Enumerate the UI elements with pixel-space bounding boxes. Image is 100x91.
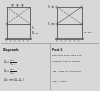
Bar <box>56 6 58 7</box>
Text: $N_{Ed,0} = N_{Ed,G}$: $N_{Ed,0} = N_{Ed,G}$ <box>52 80 69 85</box>
Text: $N_{pl,Rd,0}$: $N_{pl,Rd,0}$ <box>82 30 93 36</box>
Text: $F_1$: $F_1$ <box>47 3 51 11</box>
Text: $F_2$: $F_2$ <box>47 20 51 28</box>
Bar <box>56 23 58 25</box>
Bar <box>6 23 7 25</box>
Text: Resulting shear NEd and: Resulting shear NEd and <box>52 54 81 56</box>
Bar <box>81 23 82 25</box>
Text: adjacent post in charge:: adjacent post in charge: <box>52 61 81 62</box>
Text: $\Omega = \min(\Omega_1, \Omega_2)$: $\Omega = \min(\Omega_1, \Omega_2)$ <box>3 77 25 84</box>
Text: $N_{pl,Rd}$: $N_{pl,Rd}$ <box>31 29 40 36</box>
Text: Post 2: Post 2 <box>52 48 62 52</box>
Text: $\Omega_1 = \frac{N_{pl,1}}{N_{Ed,1}}$: $\Omega_1 = \frac{N_{pl,1}}{N_{Ed,1}}$ <box>3 57 16 68</box>
Text: $F_2$: $F_2$ <box>31 25 36 32</box>
Text: $N_{Ed} = N_{Ed,G} - 1.1\gamma_{ov}\Omega N_{pl,0}$: $N_{Ed} = N_{Ed,G} - 1.1\gamma_{ov}\Omeg… <box>52 70 82 75</box>
Text: Diagonals: Diagonals <box>3 48 19 52</box>
Bar <box>81 6 82 7</box>
Text: $\Omega_2 = \frac{N_{pl,2}}{N_{Ed,2}}$: $\Omega_2 = \frac{N_{pl,2}}{N_{Ed,2}}$ <box>3 67 16 77</box>
